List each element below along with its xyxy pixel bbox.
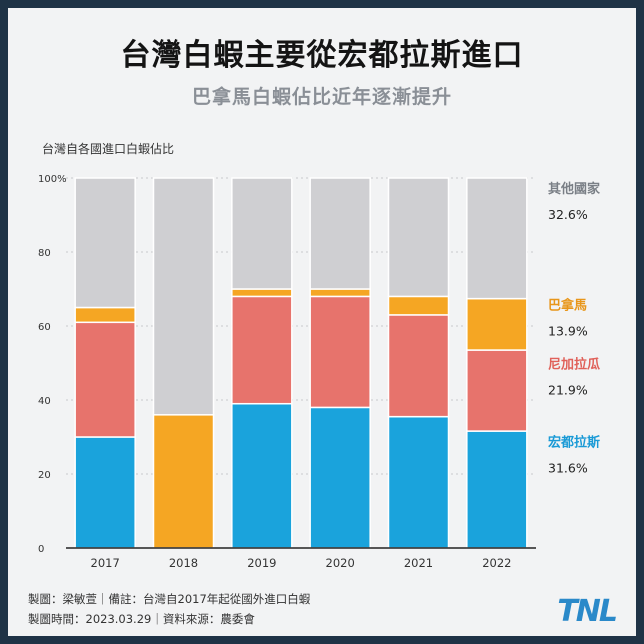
bar-segment bbox=[387, 415, 450, 549]
y-tick-label: 80 bbox=[38, 248, 51, 259]
x-tick-label: 2019 bbox=[247, 556, 276, 570]
bar-segment bbox=[387, 295, 450, 316]
bar-segment bbox=[309, 295, 371, 409]
bar-segment bbox=[309, 177, 371, 290]
y-tick-label: 60 bbox=[38, 322, 51, 333]
legend-series-name: 其他國家 bbox=[548, 181, 601, 197]
bar-segment bbox=[466, 177, 528, 300]
bar-segment bbox=[387, 314, 450, 418]
y-tick-label: 20 bbox=[38, 470, 51, 481]
y-tick-label: 0 bbox=[38, 544, 44, 555]
bar-segment bbox=[309, 288, 371, 298]
infographic-card: 台灣白蝦主要從宏都拉斯進口 巴拿馬白蝦佔比近年逐漸提升 台灣自各國進口白蝦佔比 … bbox=[8, 8, 636, 636]
x-tick-label: 2018 bbox=[169, 556, 198, 570]
legend-series-name: 巴拿馬 bbox=[548, 297, 587, 313]
footer-source: 製圖時間：2023.03.29｜資料來源：農委會 bbox=[28, 612, 255, 626]
bar-segment bbox=[74, 177, 136, 309]
bar-segment bbox=[309, 406, 371, 549]
legend-series-value: 32.6% bbox=[548, 207, 588, 222]
legend-series-value: 31.6% bbox=[548, 460, 588, 475]
y-tick-label: 100% bbox=[38, 174, 67, 185]
y-axis-label: 台灣自各國進口白蝦佔比 bbox=[42, 142, 175, 156]
legend-series-value: 21.9% bbox=[548, 383, 588, 398]
bar-segment bbox=[387, 177, 450, 298]
bar-segment bbox=[74, 436, 136, 549]
x-tick-label: 2022 bbox=[482, 556, 511, 570]
bar-segment bbox=[152, 177, 215, 416]
legend-series-name: 宏都拉斯 bbox=[548, 434, 600, 450]
bars-layer bbox=[74, 177, 528, 549]
bar-segment bbox=[231, 402, 293, 549]
legend-layer: 其他國家 32.6% 巴拿馬 13.9% 尼加拉瓜 21.9% 宏都拉斯 31.6% bbox=[548, 181, 601, 475]
x-tick-label: 2017 bbox=[91, 556, 120, 570]
tnl-logo: TNL bbox=[557, 594, 618, 629]
bar-segment bbox=[231, 288, 293, 298]
chart-subtitle: 巴拿馬白蝦佔比近年逐漸提升 bbox=[191, 86, 452, 108]
x-tick-label: 2020 bbox=[326, 556, 355, 570]
chart-title: 台灣白蝦主要從宏都拉斯進口 bbox=[120, 38, 524, 73]
x-tick-label: 2021 bbox=[404, 556, 433, 570]
legend-series-name: 尼加拉瓜 bbox=[548, 357, 600, 373]
bar-segment bbox=[466, 349, 528, 432]
footer-credits: 製圖：梁敏萱｜備註：台灣自2017年起從國外進口白蝦 bbox=[28, 592, 311, 606]
bar-segment bbox=[74, 321, 136, 438]
legend-series-value: 13.9% bbox=[548, 323, 588, 338]
bar-segment bbox=[466, 297, 528, 351]
axis-layer: 0 20 40 60 80 100% 2017 2018 2019 2020 2021 2022 bbox=[38, 174, 536, 570]
bar-segment bbox=[466, 430, 528, 549]
bar-segment bbox=[74, 306, 136, 324]
bar-segment bbox=[231, 295, 293, 405]
bar-segment bbox=[231, 177, 293, 290]
bar-segment bbox=[152, 414, 215, 549]
y-tick-label: 40 bbox=[38, 396, 51, 407]
grid-layer bbox=[66, 177, 536, 475]
stacked-bar-chart: 0 20 40 60 80 100% 2017 2018 2019 2020 2021 2022 其他… bbox=[38, 174, 601, 570]
